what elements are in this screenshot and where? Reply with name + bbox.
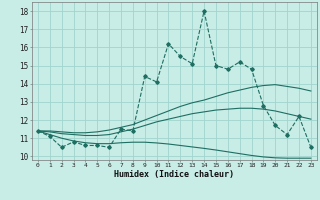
X-axis label: Humidex (Indice chaleur): Humidex (Indice chaleur) xyxy=(115,170,234,179)
